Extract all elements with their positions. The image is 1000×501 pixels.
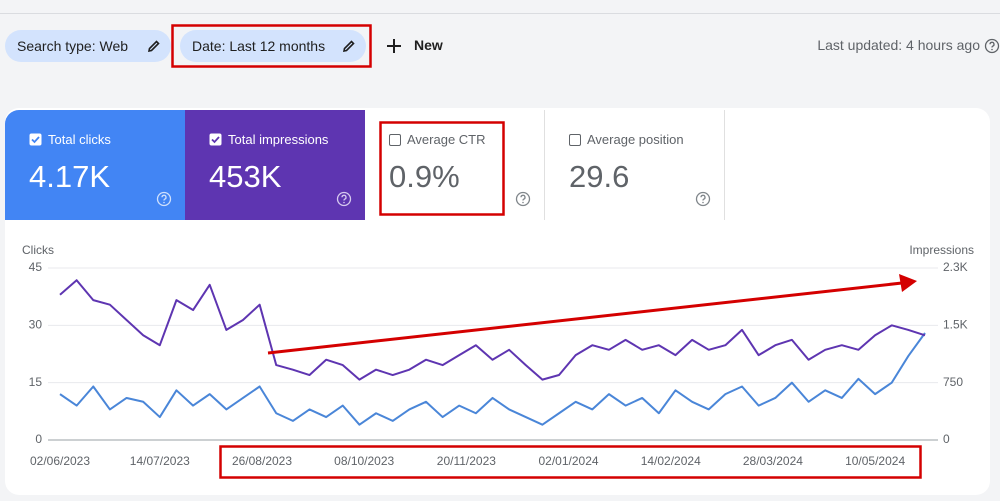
y2-axis-title: Impressions [909,243,974,257]
highlight-box [379,121,505,216]
metric-value: 0.9% [389,159,460,194]
x-tick-label: 28/03/2024 [743,454,803,468]
arrow-head [899,274,917,292]
y-tick-label: 0 [35,432,42,446]
x-tick-label: 02/01/2024 [539,454,599,468]
search-type-chip[interactable]: Search type: Web [5,30,171,62]
x-tick-label: 08/10/2023 [334,454,394,468]
y-axis-title: Clicks [22,243,54,257]
metric-label: Total impressions [228,132,329,147]
highlight-box [219,445,922,479]
x-tick-label: 10/05/2024 [845,454,905,468]
checkbox-checked[interactable] [29,133,42,146]
chip-label: Search type: Web [17,38,129,54]
y-tick-label: 30 [29,318,43,332]
metric-label: Total clicks [48,132,111,147]
divider [0,13,1000,14]
x-tick-label: 02/06/2023 [30,454,90,468]
edit-icon [147,40,160,53]
help-icon[interactable] [336,191,352,207]
checkbox-checked[interactable] [209,133,222,146]
plus-icon [387,39,401,53]
metric-value: 453K [209,159,282,194]
metric-value: 29.6 [569,159,630,194]
x-tick-label: 14/02/2024 [641,454,701,468]
y2-tick-label: 2.3K [943,260,968,274]
y2-tick-label: 1.5K [943,318,968,332]
x-tick-label: 20/11/2023 [437,454,496,468]
y2-tick-label: 750 [943,375,963,389]
metric-card[interactable]: Average position 29.6 [545,110,725,220]
new-label: New [414,37,443,53]
checkbox[interactable] [569,133,581,146]
help-icon[interactable] [515,191,531,207]
help-icon[interactable] [156,191,172,207]
x-tick-label: 14/07/2023 [130,454,190,468]
trend-arrow [267,281,903,355]
y-tick-label: 45 [29,260,43,274]
help-icon[interactable] [984,38,1000,54]
series-line [59,332,926,426]
y2-tick-label: 0 [943,432,950,446]
series-line [59,279,926,381]
edit-icon [342,40,355,53]
x-tick-label: 26/08/2023 [232,454,292,468]
date-chip[interactable]: Date: Last 12 months [180,30,366,62]
metric-value: 4.17K [29,159,111,194]
last-updated: Last updated: 4 hours ago [817,37,980,53]
metric-card[interactable]: Total clicks 4.17K [5,110,185,220]
metric-label: Average position [587,132,684,147]
metric-card[interactable]: Average CTR 0.9% [365,110,545,220]
chip-label: Date: Last 12 months [192,38,326,54]
help-icon[interactable] [695,191,711,207]
checkbox[interactable] [389,133,401,146]
highlight-box [171,24,372,68]
y-tick-label: 15 [29,375,43,389]
metric-card[interactable]: Total impressions 453K [185,110,365,220]
metric-label: Average CTR [407,132,486,147]
